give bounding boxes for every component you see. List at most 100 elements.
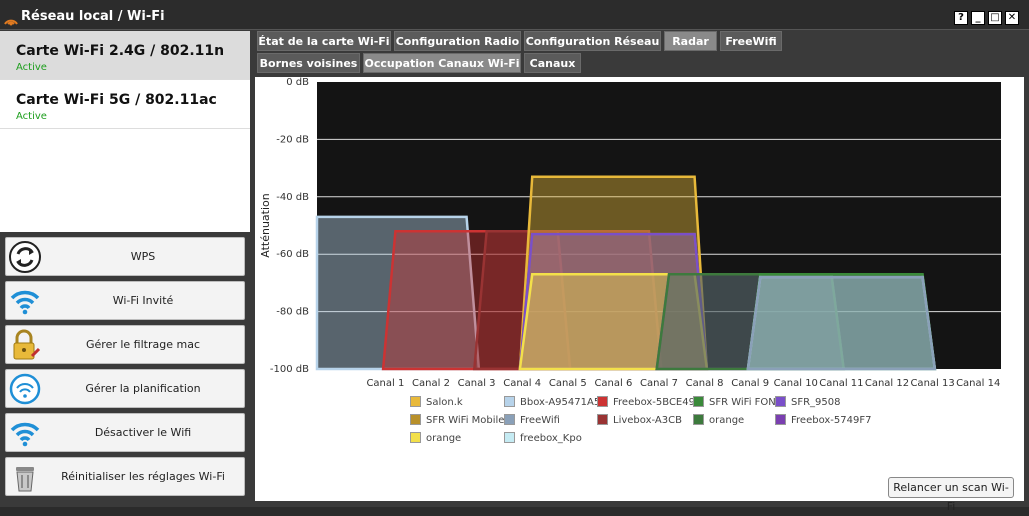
legend-item: orange <box>410 432 461 444</box>
legend-item: Freebox-5749F7 <box>775 414 871 426</box>
legend-label: FreeWifi <box>520 415 560 426</box>
x-tick-label: Canal 2 <box>412 378 450 389</box>
legend-label: Salon.k <box>426 397 463 408</box>
rescan-button[interactable]: Relancer un scan Wi-Fi <box>888 477 1014 513</box>
wps-label: WPS <box>130 250 156 263</box>
minimize-button[interactable]: _ <box>971 11 985 25</box>
plot-area <box>317 82 1001 369</box>
legend-item: SFR WiFi Mobile <box>410 414 504 426</box>
y-tick-label: -20 dB <box>276 134 309 145</box>
tab-config-reseau[interactable]: Configuration Réseau <box>524 31 661 51</box>
tab-freewifi[interactable]: FreeWifi <box>720 31 782 51</box>
x-tick-label: Canal 4 <box>503 378 541 389</box>
mac-filter-button[interactable]: Gérer le filtrage mac <box>5 325 245 364</box>
legend-swatch <box>504 432 515 443</box>
y-tick-label: -100 dB <box>270 364 309 375</box>
help-button[interactable]: ? <box>954 11 968 25</box>
y-tick-label: -60 dB <box>276 249 309 260</box>
legend-label: Freebox-5749F7 <box>791 415 872 426</box>
wps-icon <box>9 241 41 273</box>
legend-label: Bbox-A95471A5 <box>520 397 601 408</box>
maximize-button[interactable]: □ <box>988 11 1002 25</box>
legend-swatch <box>775 414 786 425</box>
legend-label: orange <box>426 433 462 444</box>
lock-icon <box>13 329 41 360</box>
legend-label: Freebox-5BCE49 <box>613 397 695 408</box>
legend-swatch <box>693 414 704 425</box>
tab-radar[interactable]: Radar <box>664 31 717 51</box>
x-tick-label: Canal 9 <box>731 378 769 389</box>
card-list: Carte Wi-Fi 2.4G / 802.11n Active Carte … <box>0 31 250 232</box>
legend-item: freebox_Kpo <box>504 432 582 444</box>
wifi-guest-icon <box>10 290 40 315</box>
y-axis-label: Atténuation <box>259 193 272 258</box>
y-tick-label: 0 dB <box>286 77 309 88</box>
legend-swatch <box>410 414 421 425</box>
chart-legend: Salon.k Bbox-A95471A5 Freebox-5BCE49 SFR Wi… <box>410 396 890 460</box>
legend-label: Livebox-A3CB <box>613 415 682 426</box>
card-status: Active <box>16 62 47 73</box>
legend-swatch <box>410 432 421 443</box>
x-tick-label: Canal 10 <box>774 378 818 389</box>
card-item-5g[interactable]: Carte Wi-Fi 5G / 802.11ac Active <box>0 80 250 129</box>
tab-config-radio[interactable]: Configuration Radio <box>394 31 521 51</box>
legend-label: orange <box>709 415 745 426</box>
x-tick-label: Canal 14 <box>956 378 1000 389</box>
card-name: Carte Wi-Fi 2.4G / 802.11n <box>16 43 225 59</box>
legend-item: SFR WiFi FON <box>693 396 776 408</box>
legend-label: SFR WiFi Mobile <box>426 415 505 426</box>
sidebar: Carte Wi-Fi 2.4G / 802.11n Active Carte … <box>0 31 250 507</box>
title-bar: Réseau local / Wi-Fi ? _ □ ✕ <box>0 0 1029 30</box>
disable-wifi-label: Désactiver le Wifi <box>94 426 192 439</box>
schedule-button[interactable]: Gérer la planification <box>5 369 245 408</box>
x-tick-label: Canal 5 <box>549 378 587 389</box>
x-tick-label: Canal 13 <box>910 378 954 389</box>
legend-item: SFR_9508 <box>775 396 841 408</box>
trash-icon <box>16 467 34 492</box>
series-area <box>746 275 937 371</box>
legend-swatch <box>693 396 704 407</box>
card-status: Active <box>16 111 47 122</box>
tab-etat-carte[interactable]: État de la carte Wi-Fi <box>257 31 391 51</box>
x-tick-label: Canal 6 <box>594 378 632 389</box>
legend-swatch <box>775 396 786 407</box>
mac-filter-label: Gérer le filtrage mac <box>86 338 200 351</box>
reset-wifi-button[interactable]: Réinitialiser les réglages Wi-Fi <box>5 457 245 496</box>
x-tick-label: Canal 11 <box>819 378 863 389</box>
app-logo-icon <box>4 19 18 26</box>
disable-wifi-button[interactable]: Désactiver le Wifi <box>5 413 245 452</box>
x-tick-label: Canal 3 <box>458 378 496 389</box>
schedule-label: Gérer la planification <box>85 382 201 395</box>
schedule-icon <box>9 373 41 405</box>
legend-label: SFR_9508 <box>791 397 841 408</box>
wps-button[interactable]: WPS <box>5 237 245 276</box>
reset-wifi-label: Réinitialiser les réglages Wi-Fi <box>61 470 225 483</box>
x-tick-label: Canal 12 <box>865 378 909 389</box>
legend-swatch <box>504 396 515 407</box>
tab-canaux[interactable]: Canaux <box>524 53 581 73</box>
legend-item: Bbox-A95471A5 <box>504 396 600 408</box>
y-tick-label: -80 dB <box>276 307 309 318</box>
card-name: Carte Wi-Fi 5G / 802.11ac <box>16 92 217 108</box>
y-tick-label: -40 dB <box>276 192 309 203</box>
wifi-guest-label: Wi-Fi Invité <box>112 294 174 307</box>
channel-occupation-chart: 0 dB -20 dB -40 dB -60 dB -80 dB -100 dB Attén… <box>259 77 1001 389</box>
card-item-2g[interactable]: Carte Wi-Fi 2.4G / 802.11n Active <box>0 31 250 80</box>
wifi-off-icon <box>10 422 40 447</box>
legend-swatch <box>597 414 608 425</box>
tab-bornes-voisines[interactable]: Bornes voisines <box>257 53 360 73</box>
legend-item: Freebox-5BCE49 <box>597 396 695 408</box>
legend-swatch <box>410 396 421 407</box>
legend-swatch <box>504 414 515 425</box>
tab-occupation-canaux[interactable]: Occupation Canaux Wi-Fi <box>363 53 521 73</box>
window-title: Réseau local / Wi-Fi <box>21 9 165 24</box>
legend-label: SFR WiFi FON <box>709 397 776 408</box>
x-tick-label: Canal 7 <box>640 378 678 389</box>
wifi-guest-button[interactable]: Wi-Fi Invité <box>5 281 245 320</box>
legend-label: freebox_Kpo <box>520 433 582 444</box>
x-tick-label: Canal 1 <box>366 378 404 389</box>
x-tick-label: Canal 8 <box>686 378 724 389</box>
close-button[interactable]: ✕ <box>1005 11 1019 25</box>
legend-swatch <box>597 396 608 407</box>
